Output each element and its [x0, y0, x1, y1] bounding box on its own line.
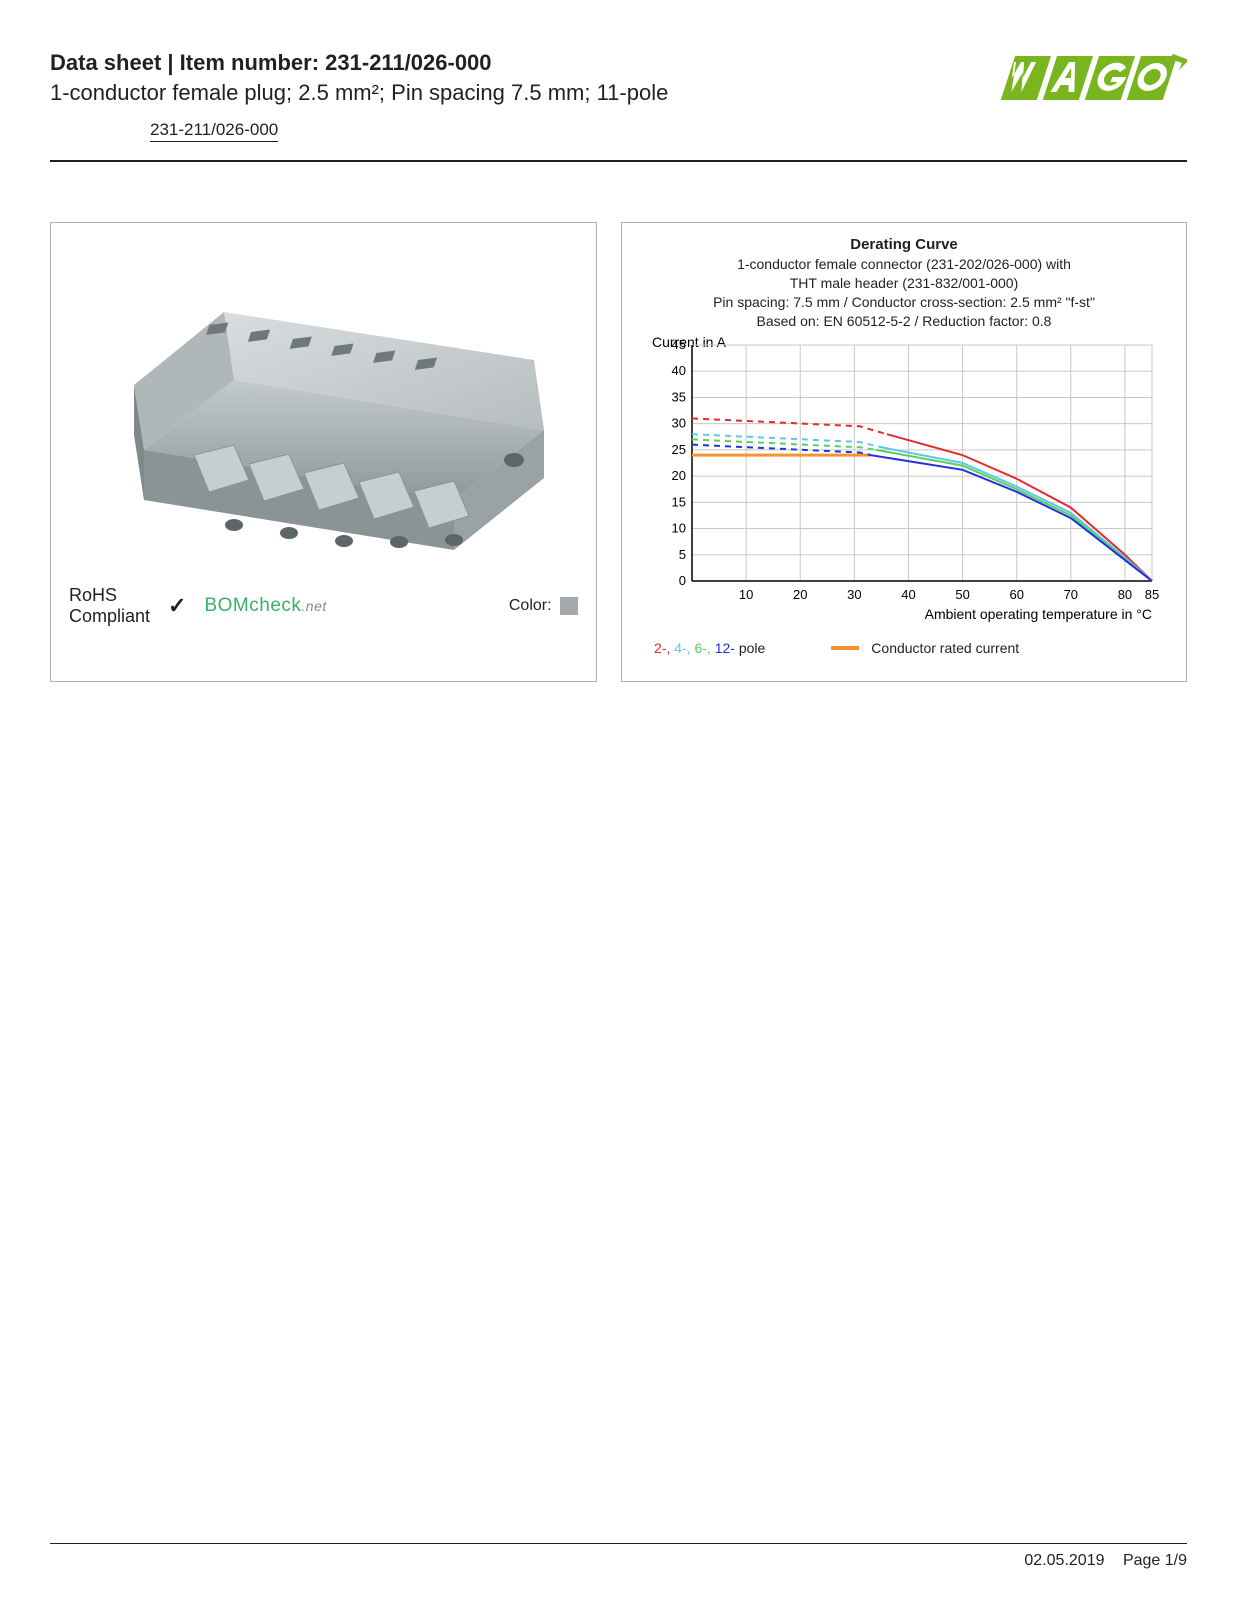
chart-header: Derating Curve 1-conductor female connec…	[634, 235, 1174, 337]
derating-chart-svg: Current in A 0 5 10 15 20 25 30 35 40 45 10 20 30 40 50…	[644, 337, 1164, 627]
legend-row: 2-, 4-, 6-, 12- pole Conductor rated cur…	[634, 632, 1174, 656]
wago-logo	[987, 50, 1187, 111]
content: RoHS Compliant ✓ BOMcheck.net Color: Der…	[50, 222, 1187, 682]
subtitle: 1-conductor female plug; 2.5 mm²; Pin sp…	[50, 80, 957, 106]
product-image	[63, 235, 584, 575]
title-line: Data sheet | Item number: 231-211/026-00…	[50, 50, 957, 76]
legend-poles: 2-, 4-, 6-, 12- pole	[654, 640, 765, 656]
color-label: Color:	[509, 597, 578, 615]
svg-text:35: 35	[672, 389, 686, 404]
bomcheck-suffix: .net	[301, 598, 326, 614]
header-left: Data sheet | Item number: 231-211/026-00…	[50, 50, 957, 142]
title-sep: |	[161, 50, 179, 75]
svg-text:30: 30	[847, 587, 861, 602]
chart-area: Current in A 0 5 10 15 20 25 30 35 40 45 10 20 30 40 50…	[634, 337, 1174, 632]
svg-text:60: 60	[1009, 587, 1023, 602]
chart-line3: Pin spacing: 7.5 mm / Conductor cross-se…	[646, 293, 1162, 312]
check-icon: ✓	[168, 593, 186, 619]
title-label: Item number:	[180, 50, 319, 75]
product-panel: RoHS Compliant ✓ BOMcheck.net Color:	[50, 222, 597, 682]
part-number-link[interactable]: 231-211/026-000	[150, 120, 278, 142]
chart-title: Derating Curve	[646, 235, 1162, 255]
svg-text:5: 5	[679, 547, 686, 562]
svg-text:25: 25	[672, 442, 686, 457]
rohs-line1: RoHS	[69, 585, 117, 605]
svg-text:30: 30	[672, 415, 686, 430]
bomcheck-label: BOMcheck.net	[204, 595, 326, 617]
chart-line2: THT male header (231-832/001-000)	[646, 274, 1162, 293]
svg-text:85: 85	[1145, 587, 1159, 602]
chart-panel: Derating Curve 1-conductor female connec…	[621, 222, 1187, 682]
rohs-label: RoHS Compliant	[69, 585, 150, 626]
legend-4: 4-,	[674, 640, 694, 656]
chart-line4: Based on: EN 60512-5-2 / Reduction facto…	[646, 312, 1162, 331]
svg-text:40: 40	[672, 363, 686, 378]
item-number: 231-211/026-000	[325, 50, 491, 75]
header: Data sheet | Item number: 231-211/026-00…	[50, 50, 1187, 162]
legend-12: 12-	[715, 640, 735, 656]
legend-2: 2-,	[654, 640, 674, 656]
bomcheck-text: BOMcheck	[204, 595, 301, 616]
chart-line1: 1-conductor female connector (231-202/02…	[646, 255, 1162, 274]
svg-text:20: 20	[672, 468, 686, 483]
svg-text:0: 0	[679, 573, 686, 588]
svg-text:15: 15	[672, 494, 686, 509]
svg-text:20: 20	[793, 587, 807, 602]
rohs-line2: Compliant	[69, 606, 150, 626]
svg-text:80: 80	[1118, 587, 1132, 602]
color-swatch	[560, 597, 578, 615]
compliance-row: RoHS Compliant ✓ BOMcheck.net Color:	[63, 575, 584, 626]
svg-text:40: 40	[901, 587, 915, 602]
svg-text:50: 50	[955, 587, 969, 602]
svg-text:Ambient operating temperature: Ambient operating temperature in °C	[925, 606, 1152, 622]
color-text: Color:	[509, 597, 552, 614]
legend-conductor: Conductor rated current	[871, 640, 1019, 656]
title-prefix: Data sheet	[50, 50, 161, 75]
legend-pole-suffix: pole	[739, 640, 765, 656]
footer: 02.05.2019 Page 1/9	[50, 1543, 1187, 1570]
svg-text:10: 10	[672, 520, 686, 535]
svg-text:70: 70	[1064, 587, 1078, 602]
footer-date: 02.05.2019	[1024, 1552, 1104, 1569]
footer-page: Page 1/9	[1123, 1552, 1187, 1569]
svg-text:10: 10	[739, 587, 753, 602]
svg-text:Current in A: Current in A	[652, 337, 727, 350]
conductor-legend-bar	[831, 646, 859, 650]
legend-6: 6-,	[694, 640, 714, 656]
svg-text:45: 45	[672, 337, 686, 352]
